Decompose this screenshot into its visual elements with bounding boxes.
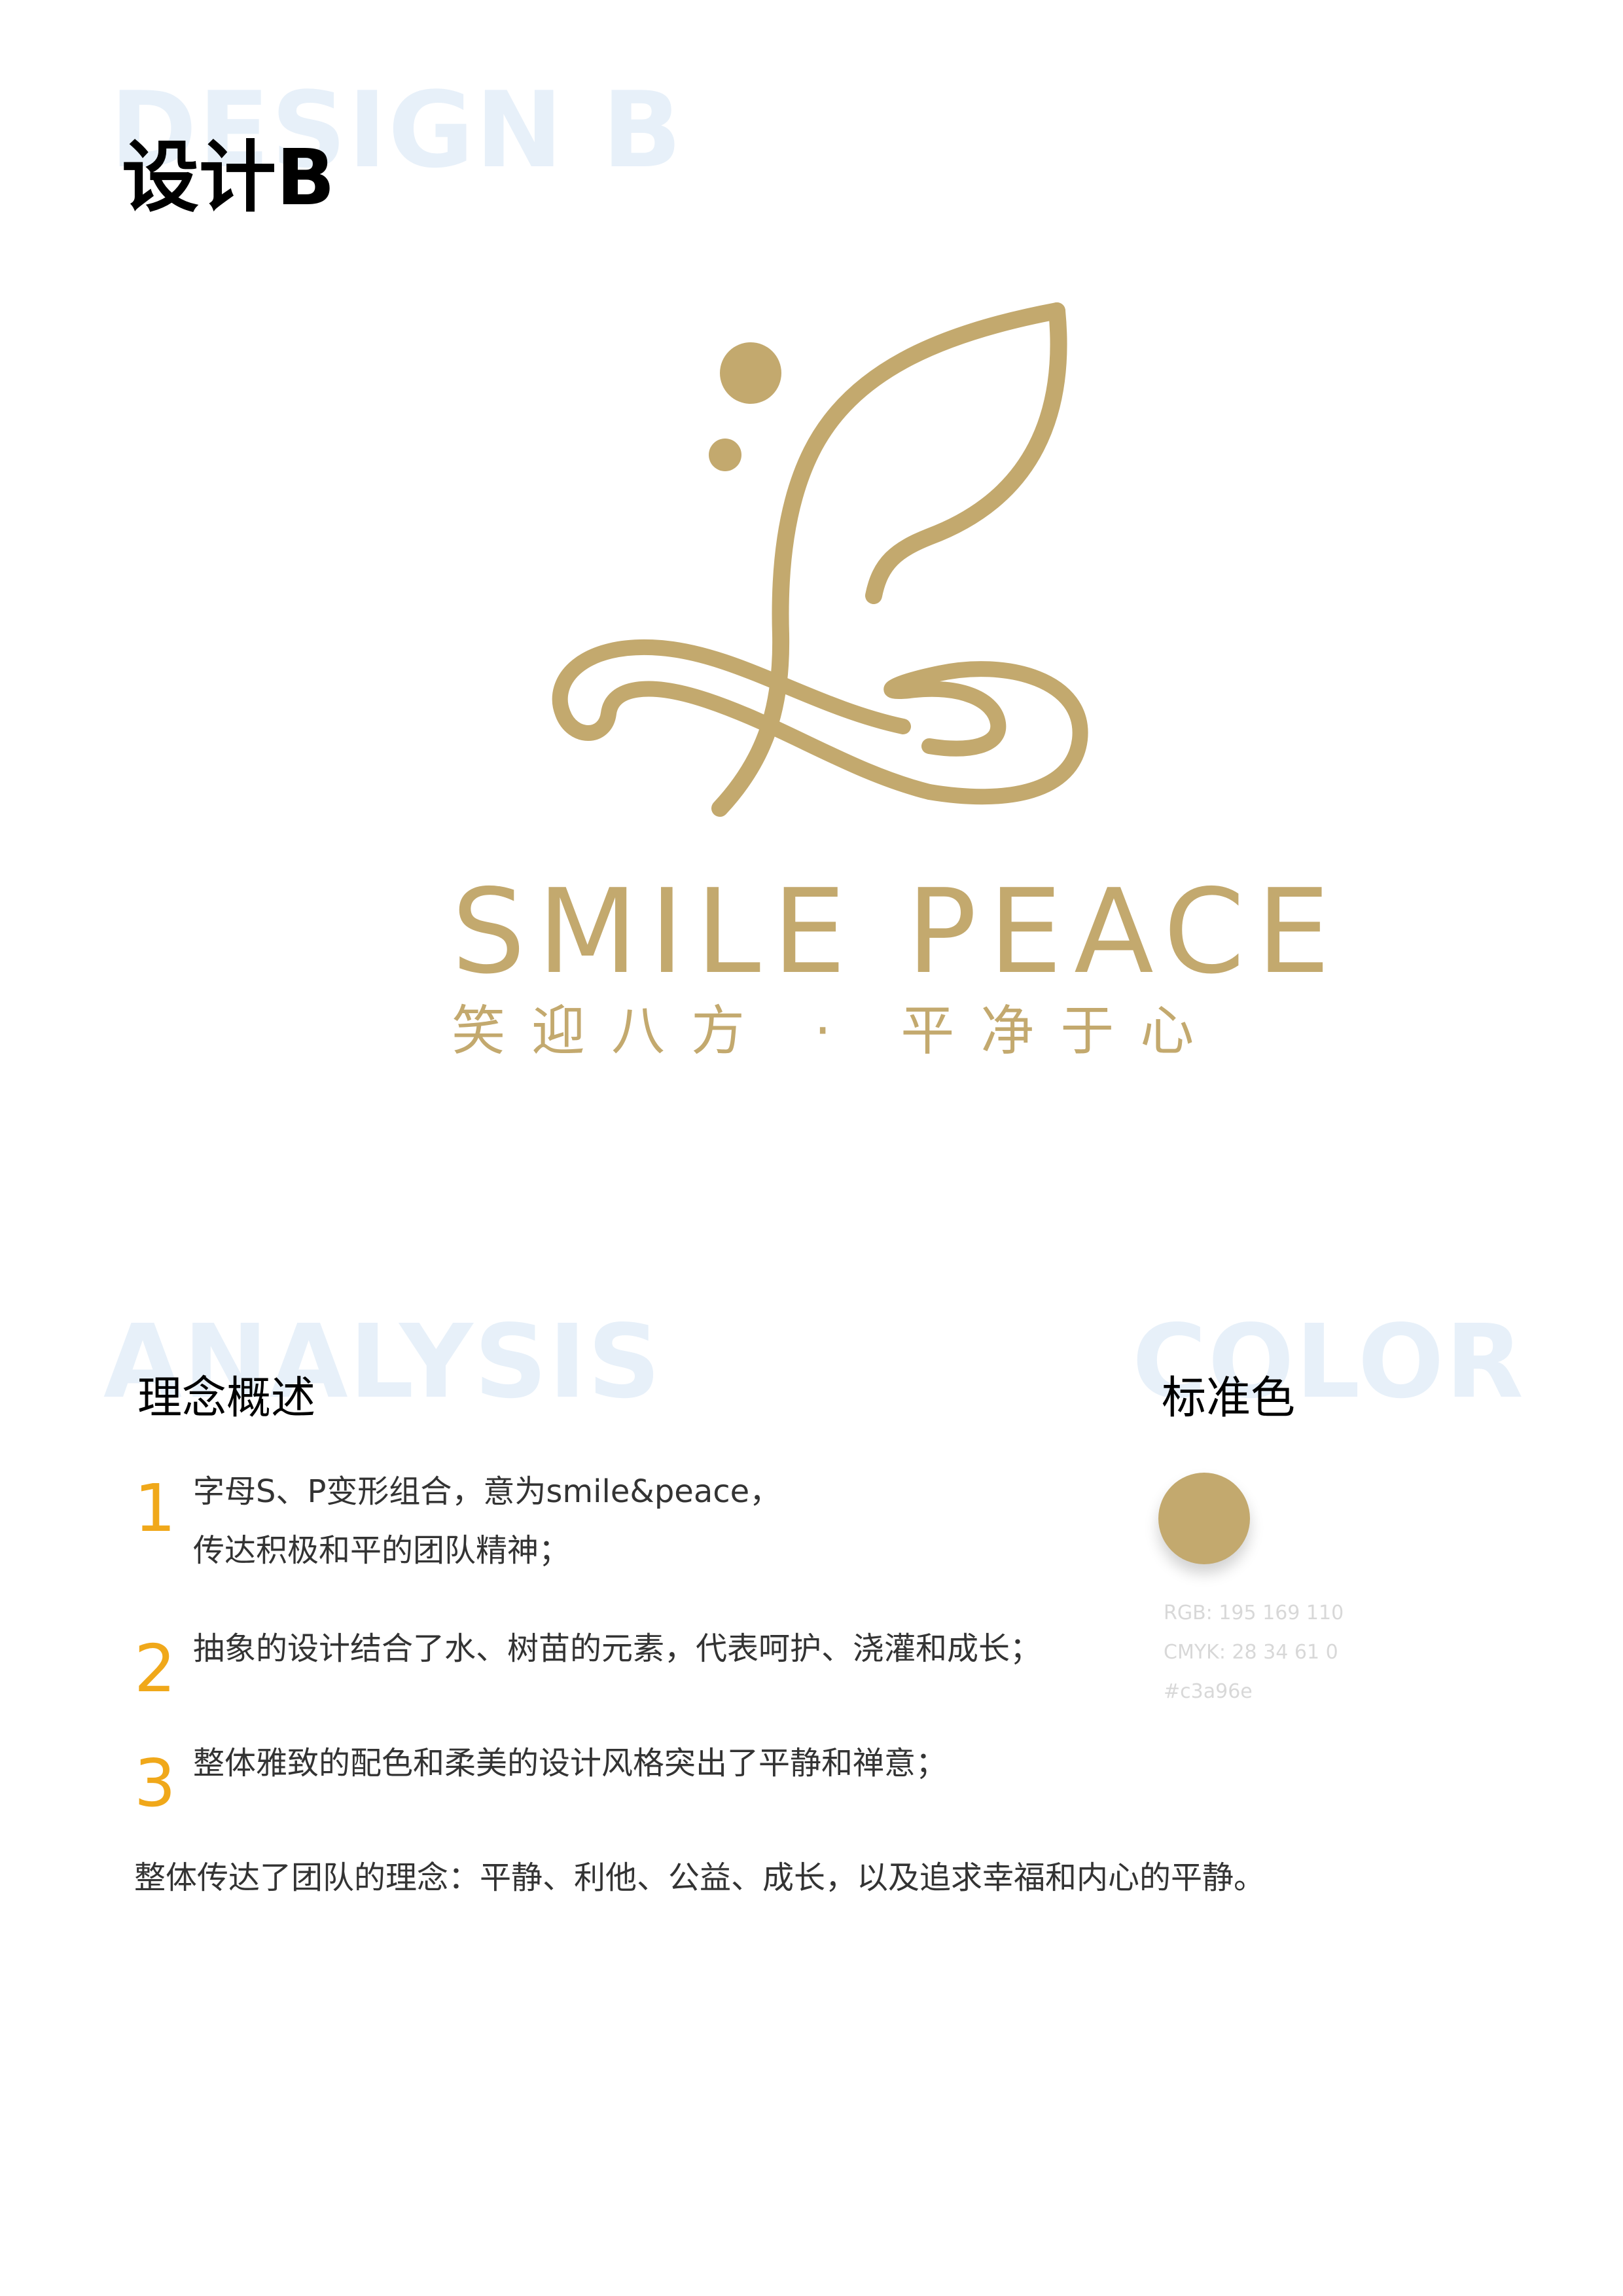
logo-infinity-right (883, 661, 1088, 805)
logo-infinity-left (552, 639, 937, 800)
color-background-word: COLOR (1132, 1302, 1525, 1421)
color-rgb-value: RGB: 195 169 110 (1164, 1602, 1344, 1624)
point-number: 2 (134, 1630, 176, 1707)
leaf-infinity-logo-icon (552, 302, 1088, 817)
logo-leaf-outer (772, 302, 1065, 643)
point-text-line: 抽象的设计结合了水、树苗的元素，代表呵护、浇灌和成长； (193, 1630, 1042, 1667)
logo-dot-small (709, 439, 741, 471)
point-text-line: 传达积极和平的团队精神； (193, 1532, 571, 1569)
point-text-line: 字母S、P变形组合，意为smile&peace， (193, 1473, 781, 1510)
logo-leaf-inner (865, 302, 1067, 604)
concept-summary: 整体传达了团队的理念：平静、利他、公益、成长，以及追求幸福和内心的平静。 (134, 1859, 1266, 1896)
color-heading: 标准色 (1162, 1372, 1296, 1424)
analysis-heading: 理念概述 (137, 1372, 316, 1424)
color-swatch (1158, 1473, 1250, 1564)
point-number: 1 (134, 1470, 176, 1547)
brand-name: SMILE PEACE (452, 864, 1342, 999)
analysis-background-word: ANALYSIS (103, 1302, 662, 1421)
page-title: 设计B (122, 132, 335, 223)
brand-slogan: 笑迎八方 · 平净于心 (452, 1000, 1221, 1062)
point-text-line: 整体雅致的配色和柔美的设计风格突出了平静和禅意； (193, 1745, 948, 1782)
color-hex-value: #c3a96e (1164, 1680, 1253, 1703)
point-number: 3 (134, 1745, 176, 1821)
logo-dot-large (720, 342, 781, 404)
color-cmyk-value: CMYK: 28 34 61 0 (1164, 1641, 1338, 1664)
title-background-word: DESIGN B (110, 69, 683, 191)
